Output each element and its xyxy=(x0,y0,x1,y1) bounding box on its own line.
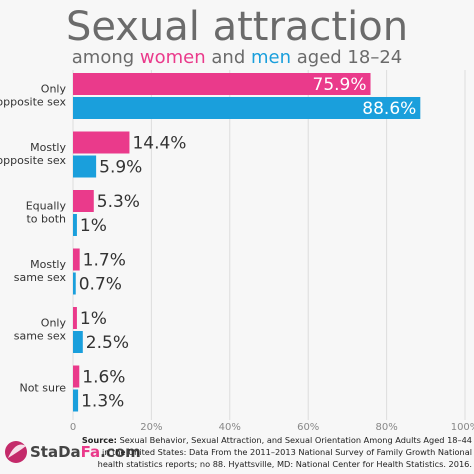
source-line-1: Source: Sexual Behavior, Sexual Attracti… xyxy=(82,435,472,445)
bar-women xyxy=(73,307,77,329)
value-label-women: 5.3% xyxy=(97,192,140,212)
bars xyxy=(73,73,421,412)
value-label-men: 1% xyxy=(80,216,107,236)
bar-men xyxy=(73,97,421,119)
category-label: same sex xyxy=(14,330,67,343)
value-label-men: 5.9% xyxy=(99,158,142,178)
category-label: Equally xyxy=(26,200,67,213)
value-label-women: 1.6% xyxy=(82,368,125,388)
brand-part-1: StaDa xyxy=(30,443,81,461)
brand-name: StaDaFa.com xyxy=(30,443,141,461)
x-tick-label: 100% xyxy=(451,422,474,433)
category-label: to both xyxy=(26,213,66,226)
category-label: Mostly xyxy=(30,141,66,154)
value-label-men: 88.6% xyxy=(362,99,416,119)
value-label-women: 1% xyxy=(80,309,107,329)
category-label: same sex xyxy=(14,271,67,284)
subtitle-part-3: and xyxy=(206,47,251,68)
category-label: opposite sex xyxy=(0,96,66,109)
x-tick-label: 20% xyxy=(140,422,162,433)
category-label: Not sure xyxy=(19,382,66,395)
subtitle-men: men xyxy=(251,47,291,68)
bar-men xyxy=(73,389,79,412)
bar-women xyxy=(73,365,80,388)
bar-men xyxy=(73,331,83,353)
source-label: Source: xyxy=(82,435,117,445)
bar-women xyxy=(73,73,371,95)
x-tick-label: 80% xyxy=(375,422,397,433)
brand-part-2: Fa xyxy=(81,443,101,461)
bar-women xyxy=(73,190,94,212)
logo-swoosh-icon xyxy=(8,444,26,458)
bar-women xyxy=(73,131,130,154)
value-labels: 75.9% 88.6% 14.4% 5.9% 5.3% 1% 1.7% 0.7% 1% 2.5% 1… xyxy=(79,75,417,412)
bar-men xyxy=(73,155,97,178)
value-label-men: 1.3% xyxy=(81,392,124,412)
category-label: opposite sex xyxy=(0,154,66,167)
category-label: Mostly xyxy=(30,258,66,271)
stadafa-logo: StaDaFa.com xyxy=(5,441,141,463)
category-label: Only xyxy=(41,83,67,96)
subtitle-part-1: among xyxy=(72,47,140,68)
value-label-women: 1.7% xyxy=(83,251,126,271)
category-label: Only xyxy=(41,317,67,330)
x-tick-label: 60% xyxy=(297,422,319,433)
source-line-1-text: Sexual Behavior, Sexual Attraction, and … xyxy=(120,435,472,445)
x-tick-label: 40% xyxy=(219,422,241,433)
value-label-women: 14.4% xyxy=(132,134,186,154)
value-label-men: 0.7% xyxy=(79,275,122,295)
source-line-3: health statistics reports; no 88. Hyatts… xyxy=(98,459,472,469)
x-axis-ticks: 0 20% 40% 60% 80% 100% xyxy=(70,422,474,433)
grid xyxy=(72,70,466,420)
bar-women xyxy=(73,248,80,271)
brand-part-3: .com xyxy=(100,443,141,461)
x-tick-label: 0 xyxy=(70,422,76,433)
source-note: Source: Sexual Behavior, Sexual Attracti… xyxy=(82,435,472,469)
chart-subtitle: among women and men aged 18–24 xyxy=(72,47,402,68)
bar-men xyxy=(73,214,77,236)
chart-title: Sexual attraction xyxy=(66,4,408,50)
value-label-men: 2.5% xyxy=(86,333,129,353)
source-line-2: in the United States: Data From the 2011… xyxy=(102,447,472,457)
subtitle-women: women xyxy=(140,47,206,68)
value-label-women: 75.9% xyxy=(313,75,367,95)
subtitle-part-5: aged 18–24 xyxy=(291,47,402,68)
bar-men xyxy=(73,272,76,295)
